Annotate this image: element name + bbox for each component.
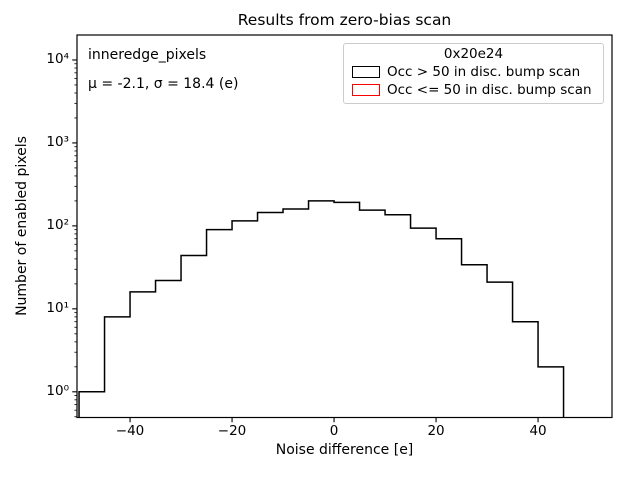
- legend-entry-label: Occ > 50 in disc. bump scan: [387, 64, 581, 80]
- x-axis-label: Noise difference [e]: [275, 442, 414, 458]
- legend-title: 0x20e24: [443, 46, 504, 62]
- legend-swatch-red: [352, 84, 380, 96]
- y-tick-label: 10⁴: [46, 50, 69, 67]
- x-tick-label: 0: [329, 423, 339, 439]
- legend-entry-occ-gt-50: Occ > 50 in disc. bump scan: [352, 63, 595, 81]
- annotation-dataset-label: inneredge_pixels: [88, 47, 207, 63]
- legend: 0x20e24 Occ > 50 in disc. bump scan Occ …: [343, 43, 604, 104]
- x-tick-label: 20: [427, 423, 445, 439]
- histogram-step-series-0: [78, 200, 565, 418]
- y-tick-label: 10⁰: [46, 382, 69, 399]
- x-tick-label: −20: [217, 423, 247, 439]
- y-tick-label: 10³: [46, 133, 69, 150]
- y-tick-label: 10¹: [46, 299, 69, 316]
- figure-title: Results from zero-bias scan: [237, 11, 452, 29]
- legend-entry-occ-le-50: Occ <= 50 in disc. bump scan: [352, 81, 595, 99]
- axes-frame: [76, 34, 613, 419]
- annotation-stats-label: μ = -2.1, σ = 18.4 (e): [88, 76, 239, 92]
- x-tick-label: −40: [115, 423, 145, 439]
- x-tick-label: 40: [529, 423, 547, 439]
- legend-swatch-black: [352, 66, 380, 78]
- legend-entry-label: Occ <= 50 in disc. bump scan: [387, 82, 592, 98]
- y-tick-label: 10²: [46, 216, 69, 233]
